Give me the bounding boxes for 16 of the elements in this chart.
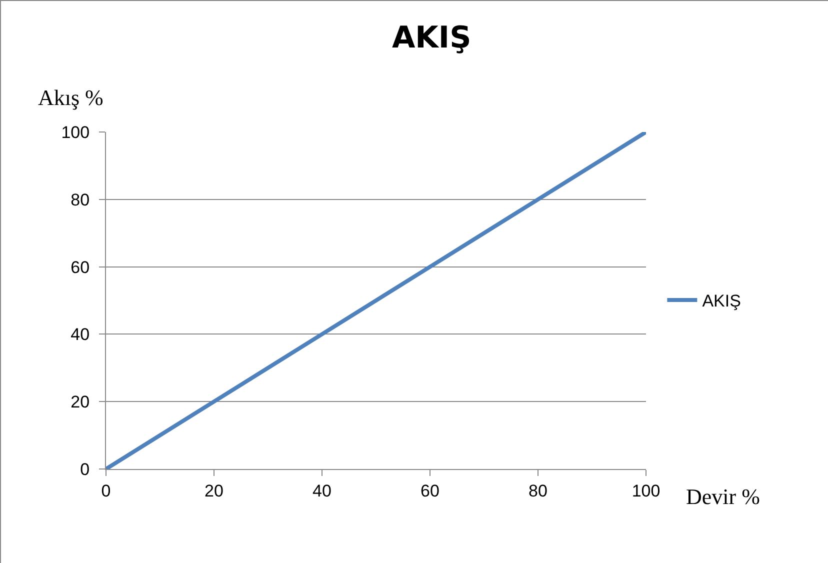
y-tick-label: 40 bbox=[70, 325, 90, 344]
x-tick-label: 0 bbox=[101, 481, 111, 500]
x-tick-label: 40 bbox=[312, 481, 332, 500]
chart-title: AKIŞ bbox=[392, 20, 472, 56]
x-tick-label: 80 bbox=[528, 481, 548, 500]
x-tick-label: 20 bbox=[204, 481, 224, 500]
y-axis-title: Akış % bbox=[38, 85, 104, 110]
y-tick-label: 20 bbox=[70, 392, 90, 412]
x-axis-title: Devir % bbox=[686, 484, 760, 509]
x-tick-label: 60 bbox=[420, 481, 440, 500]
y-tick-label: 60 bbox=[70, 258, 90, 277]
y-tick-label: 100 bbox=[61, 122, 90, 142]
x-tick-label: 100 bbox=[632, 481, 660, 500]
y-tick-label: 80 bbox=[70, 190, 90, 210]
legend-label: AKIŞ bbox=[702, 292, 741, 311]
y-tick-label: 0 bbox=[80, 460, 90, 479]
